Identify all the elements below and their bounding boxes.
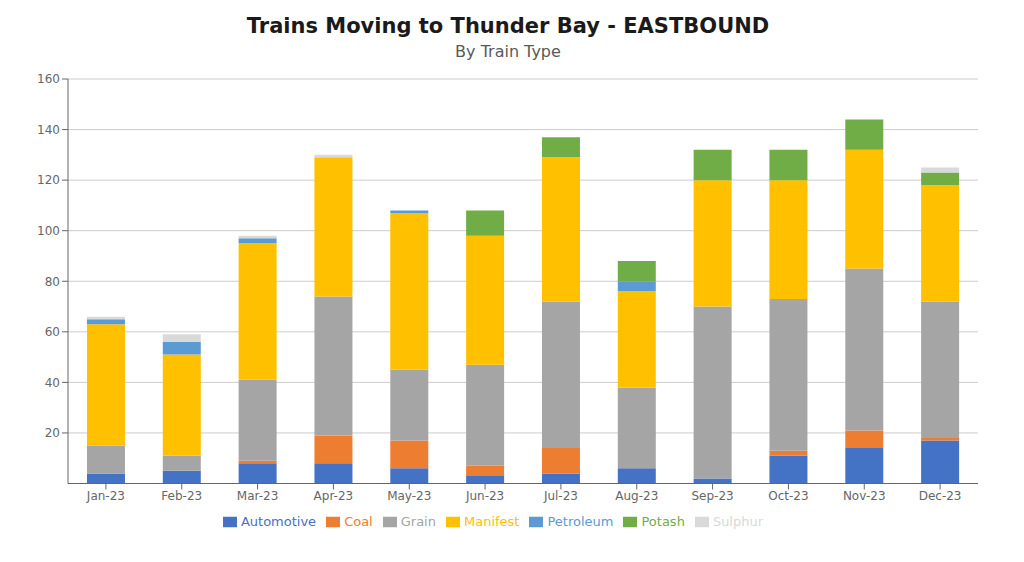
svg-text:Mar-23: Mar-23 — [237, 489, 278, 503]
svg-text:Sep-23: Sep-23 — [691, 489, 733, 503]
html-text:Manifest: Manifest — [464, 513, 520, 529]
svg-text:May-23: May-23 — [387, 489, 431, 503]
svg-text:80: 80 — [45, 275, 60, 289]
svg-text:Jun-23: Jun-23 — [465, 489, 504, 503]
svg-text:140: 140 — [37, 123, 60, 137]
html-text:Potash: Potash — [641, 513, 685, 529]
svg-text:Feb-23: Feb-23 — [161, 489, 202, 503]
svg-text:120: 120 — [37, 173, 60, 187]
svg-text:Aug-23: Aug-23 — [615, 489, 658, 503]
svg-text:20: 20 — [45, 426, 60, 440]
svg-text:Jul-23: Jul-23 — [543, 489, 578, 503]
svg-text:Apr-23: Apr-23 — [314, 489, 354, 503]
svg-text:Nov-23: Nov-23 — [843, 489, 886, 503]
svg-text:60: 60 — [45, 325, 60, 339]
html-text:Sulphur: Sulphur — [712, 513, 764, 529]
html-text:Coal: Coal — [344, 513, 373, 529]
html-text:Automotive: Automotive — [240, 513, 317, 529]
svg-text:Dec-23: Dec-23 — [919, 489, 962, 503]
svg-text:160: 160 — [37, 72, 60, 86]
html-text:Grain: Grain — [400, 513, 436, 529]
html-text:Petroleum: Petroleum — [547, 513, 614, 529]
svg-text:Oct-23: Oct-23 — [768, 489, 808, 503]
svg-text:100: 100 — [37, 224, 60, 238]
svg-text:Jan-23: Jan-23 — [86, 489, 125, 503]
html-text:Trains Moving to Thunder Bay -: Trains Moving to Thunder Bay - EASTBOUND — [246, 14, 770, 38]
html-text:By Train Type: By Train Type — [455, 42, 561, 61]
svg-text:40: 40 — [45, 376, 60, 390]
